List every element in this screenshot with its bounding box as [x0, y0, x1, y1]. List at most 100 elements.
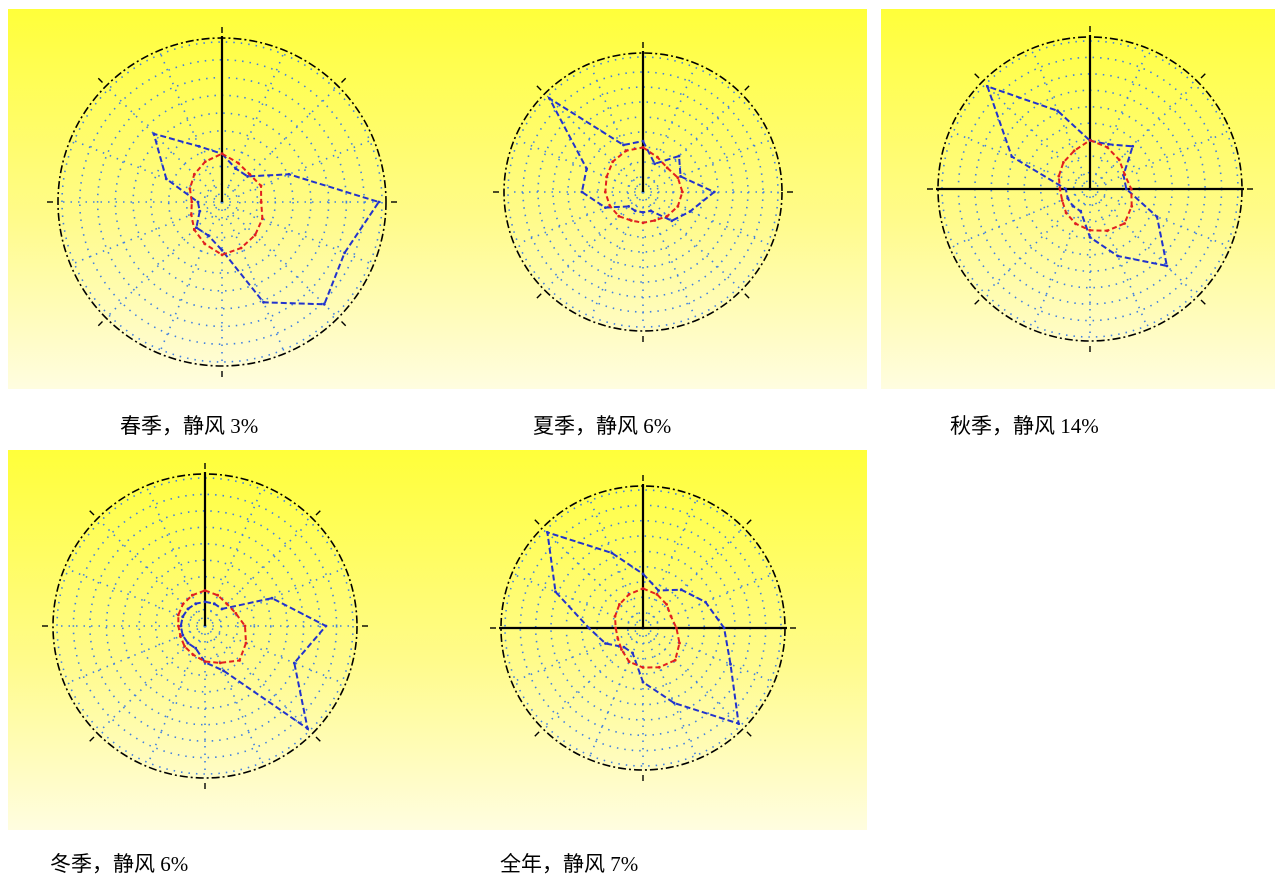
- frequency-series-point: [585, 167, 588, 171]
- grid-spoke: [108, 201, 223, 316]
- frequency-series-line: [152, 132, 381, 306]
- frequency-series-point: [181, 615, 185, 619]
- speed-series-point: [216, 593, 220, 597]
- frequency-series-point: [548, 97, 551, 100]
- speed-series-point: [190, 200, 194, 204]
- speed-series: [1057, 138, 1134, 233]
- frequency-series-point: [622, 143, 625, 147]
- speed-series-point: [190, 593, 194, 597]
- frequency-series-point: [164, 177, 168, 181]
- grid-spoke: [642, 574, 771, 629]
- speed-series-line: [1057, 139, 1133, 232]
- frequency-series-point: [186, 607, 190, 611]
- frequency-series-point: [653, 162, 657, 166]
- wind-rose-panel-winter: [8, 450, 440, 830]
- frequency-series-point: [1066, 196, 1070, 200]
- speed-series-point: [243, 624, 247, 628]
- speed-series-point: [605, 175, 608, 179]
- speed-series-point: [1057, 174, 1061, 178]
- speed-series-point: [614, 626, 618, 630]
- frequency-series: [179, 596, 328, 731]
- frequency-series-point: [1010, 155, 1014, 159]
- frequency-series-point: [198, 209, 202, 213]
- frequency-series-point: [1155, 215, 1159, 219]
- grid-spoke: [73, 140, 223, 203]
- grid-ring: [171, 592, 239, 660]
- grid-spoke: [204, 568, 343, 627]
- grid-spoke: [1032, 188, 1091, 327]
- frequency-series-point: [1071, 204, 1075, 208]
- caption-annual: 全年，静风 7%: [500, 852, 639, 876]
- grid-spoke: [221, 201, 336, 316]
- frequency-series-point: [580, 190, 584, 194]
- wind-rose-panel-summer: [435, 9, 867, 389]
- frequency-series-point: [377, 200, 381, 204]
- frequency-series-point: [246, 175, 250, 178]
- grid-spoke: [67, 625, 206, 684]
- grid-spoke: [984, 188, 1091, 295]
- grid-spoke: [546, 95, 644, 193]
- direction-tick: [315, 736, 321, 742]
- grid-spoke: [204, 625, 263, 764]
- grid-spoke: [590, 66, 644, 193]
- frequency-series-point: [604, 206, 607, 210]
- grid-spoke: [1089, 188, 1228, 247]
- wind-rose-winter-chart: [42, 463, 368, 789]
- caption-summer: 夏季，静风 6%: [533, 414, 672, 438]
- frequency-series-point: [343, 251, 346, 255]
- speed-series-point: [678, 641, 681, 645]
- frequency-series-point: [657, 589, 660, 592]
- speed-series-point: [248, 172, 252, 176]
- speed-series-point: [629, 219, 633, 222]
- direction-tick: [744, 85, 750, 91]
- speed-series-point: [189, 213, 193, 217]
- speed-series-point: [192, 172, 196, 176]
- speed-series-point: [1072, 149, 1076, 153]
- frequency-series-point: [206, 234, 210, 237]
- frequency-series-point: [649, 209, 653, 213]
- grid-spoke: [1032, 51, 1091, 190]
- wind-rose-spring-chart: [47, 27, 397, 377]
- frequency-series-point: [554, 590, 557, 594]
- frequency-series-point: [181, 633, 185, 637]
- speed-series-point: [611, 160, 615, 164]
- speed-series-line: [177, 589, 248, 664]
- grid-spoke: [546, 191, 644, 289]
- grid-spoke: [517, 139, 644, 193]
- wind-rose-annual-chart: [490, 475, 796, 781]
- speed-series-point: [1123, 173, 1127, 177]
- frequency-series-point: [1116, 254, 1120, 258]
- grid-ring: [507, 56, 779, 328]
- frequency-series-point: [197, 144, 201, 148]
- frequency-series: [985, 84, 1169, 268]
- frequency-series-point: [627, 205, 630, 208]
- speed-series-point: [620, 648, 623, 651]
- speed-series-point: [177, 624, 180, 628]
- frequency-series-point: [287, 172, 291, 176]
- speed-series-point: [1088, 138, 1092, 142]
- frequency-series-point: [179, 624, 183, 628]
- speed-series-point: [656, 155, 659, 159]
- speed-series-point: [617, 214, 621, 218]
- frequency-series-point: [194, 602, 198, 606]
- speed-series-point: [1130, 204, 1134, 208]
- grid-ring: [132, 112, 312, 292]
- speed-series-point: [627, 660, 631, 664]
- frequency-series: [152, 132, 381, 306]
- direction-tick: [341, 77, 347, 83]
- frequency-series-point: [322, 302, 326, 306]
- speed-series-point: [1074, 222, 1077, 226]
- speed-series-point: [675, 626, 678, 630]
- speed-series-point: [627, 592, 631, 596]
- grid-ring: [61, 41, 383, 363]
- grid-spoke: [515, 627, 644, 682]
- speed-series-point: [681, 190, 684, 194]
- frequency-series-point: [220, 607, 224, 611]
- direction-tick: [89, 510, 95, 516]
- grid-spoke: [147, 625, 206, 764]
- grid-spoke: [221, 53, 284, 203]
- speed-series-point: [653, 219, 657, 222]
- speed-series-point: [665, 214, 669, 218]
- direction-tick: [89, 736, 95, 742]
- frequency-series-point: [587, 626, 591, 630]
